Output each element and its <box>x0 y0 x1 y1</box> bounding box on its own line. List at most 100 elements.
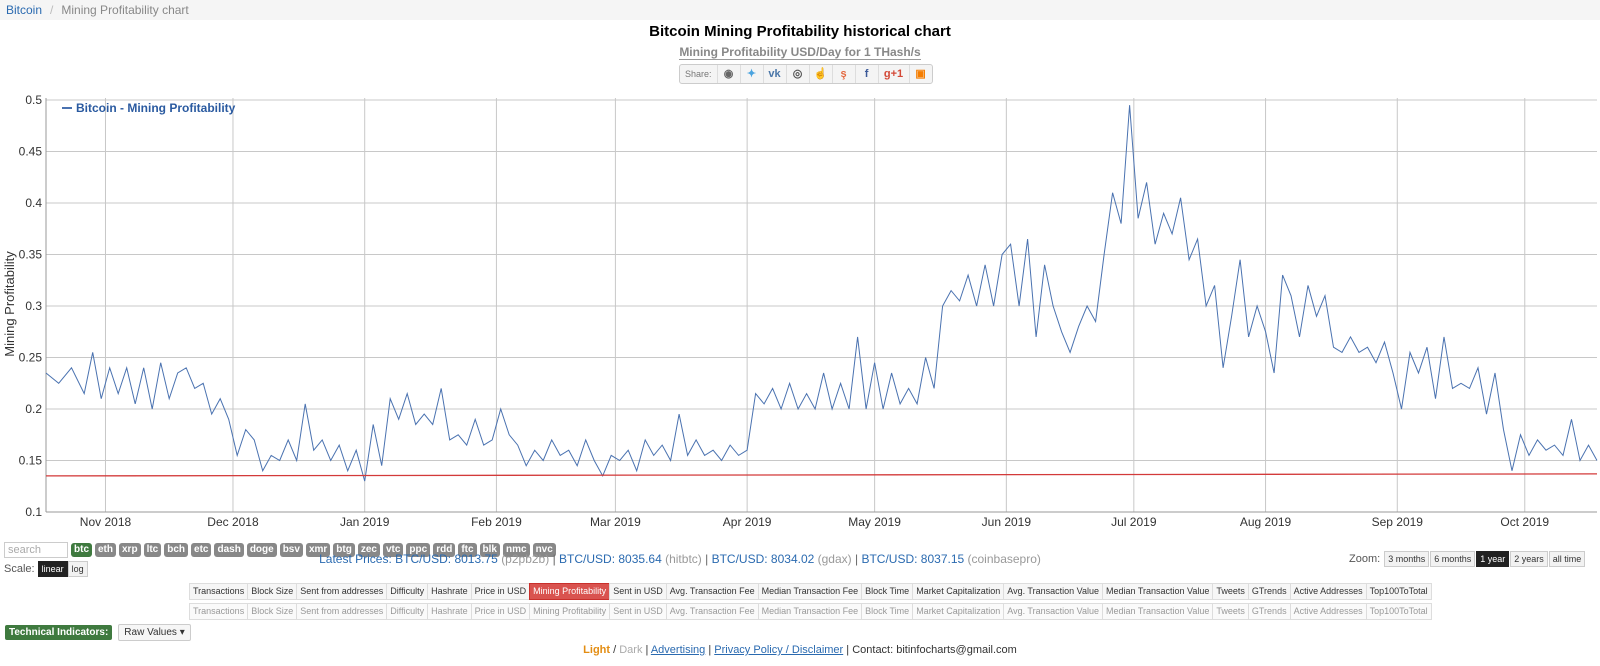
compare-metric-tab[interactable]: Avg. Transaction Fee <box>665 603 759 620</box>
coin-tag-btg[interactable]: btg <box>333 543 355 557</box>
x-tick-label: Oct 2019 <box>1500 515 1549 529</box>
zoom-control: Zoom: 3 months 6 months 1 year 2 years all t… <box>1349 551 1586 567</box>
metric-tab[interactable]: Mining Profitability <box>529 583 611 600</box>
coin-tag-eth[interactable]: eth <box>95 543 116 557</box>
metric-tab[interactable]: Sent from addresses <box>296 583 388 600</box>
metric-tab[interactable]: Sent in USD <box>609 583 667 600</box>
price-quote[interactable]: BTC/USD: 8035.64 (hitbtc) <box>559 552 702 566</box>
metric-tab[interactable]: Market Capitalization <box>912 583 1005 600</box>
breadcrumb-home-link[interactable]: Bitcoin <box>6 3 43 17</box>
compare-metric-tab[interactable]: Median Transaction Fee <box>757 603 863 620</box>
theme-light-link[interactable]: Light <box>583 644 611 656</box>
like-icon[interactable]: ☝ <box>808 65 832 83</box>
compare-metric-tab[interactable]: Transactions <box>189 603 249 620</box>
compare-metric-tab[interactable]: Mining Profitability <box>529 603 611 620</box>
profitability-chart[interactable]: 0.1 0.15 0.2 0.25 0.3 0.35 0.4 0.45 0.5 Nov 2018 D… <box>0 95 1600 542</box>
raw-values-dropdown[interactable]: Raw Values ▾ <box>118 624 191 641</box>
zoom-option[interactable]: 3 months <box>1384 551 1430 567</box>
coin-tag-doge[interactable]: doge <box>246 543 277 557</box>
zoom-option[interactable]: 6 months <box>1430 551 1476 567</box>
search-input[interactable]: search <box>4 542 68 558</box>
compare-metric-tab[interactable]: Block Size <box>247 603 298 620</box>
technical-indicators-button[interactable]: Technical Indicators: <box>5 625 113 640</box>
y-tick-label: 0.5 <box>25 95 42 107</box>
coin-tag-vtc[interactable]: vtc <box>382 543 404 557</box>
metric-tab[interactable]: Median Transaction Value <box>1101 583 1214 600</box>
reddit-icon[interactable]: ◉ <box>716 65 740 83</box>
metric-tab[interactable]: Tweets <box>1212 583 1249 600</box>
coin-tag-xmr[interactable]: xmr <box>305 543 331 557</box>
zoom-option[interactable]: 1 year <box>1476 551 1510 567</box>
metric-tab[interactable]: Avg. Transaction Value <box>1003 583 1103 600</box>
coin-tag-nmc[interactable]: nmc <box>503 543 530 557</box>
y-tick-label: 0.1 <box>25 505 42 519</box>
compare-metric-tab[interactable]: Tweets <box>1212 603 1249 620</box>
metric-tab[interactable]: Median Transaction Fee <box>757 583 863 600</box>
zoom-label: Zoom: <box>1349 553 1381 565</box>
coin-tag-zec[interactable]: zec <box>357 543 380 557</box>
coin-tag-bsv[interactable]: bsv <box>279 543 303 557</box>
metric-tab[interactable]: Difficulty <box>386 583 429 600</box>
metric-tab[interactable]: Transactions <box>189 583 249 600</box>
coin-tag-btc[interactable]: btc <box>71 543 92 557</box>
scale-label: Scale: <box>4 563 35 575</box>
contact-text: Contact: bitinfocharts@gmail.com <box>852 644 1017 656</box>
compare-metric-tab[interactable]: Top100ToTotal <box>1365 603 1432 620</box>
compare-metric-tab[interactable]: GTrends <box>1247 603 1291 620</box>
metric-tab[interactable]: GTrends <box>1247 583 1291 600</box>
compare-metric-tab[interactable]: Hashrate <box>427 603 472 620</box>
compare-metric-tab[interactable]: Price in USD <box>470 603 531 620</box>
privacy-link[interactable]: Privacy Policy / Disclaimer <box>714 644 844 656</box>
share-bar: Share: ◉ ✦ vk ◎ ☝ ş f g+1 ▣ <box>679 64 933 84</box>
price-separator: | <box>851 552 862 566</box>
coin-tag-blk[interactable]: blk <box>479 543 500 557</box>
metric-tab[interactable]: Avg. Transaction Fee <box>665 583 759 600</box>
compare-metric-tab[interactable]: Sent from addresses <box>296 603 388 620</box>
x-tick-label: Sep 2019 <box>1372 515 1424 529</box>
metric-tab[interactable]: Price in USD <box>470 583 531 600</box>
y-tick-label: 0.35 <box>19 248 43 262</box>
facebook-icon[interactable]: f <box>854 65 878 83</box>
scale-linear-button[interactable]: linear <box>37 561 68 577</box>
zoom-option[interactable]: all time <box>1548 551 1586 567</box>
coin-tag-ppc[interactable]: ppc <box>406 543 431 557</box>
stumbleupon-icon[interactable]: ş <box>831 65 855 83</box>
zoom-option[interactable]: 2 years <box>1510 551 1548 567</box>
metric-tab[interactable]: Block Time <box>861 583 914 600</box>
compare-metric-tab[interactable]: Block Time <box>861 603 914 620</box>
metric-tab[interactable]: Hashrate <box>427 583 472 600</box>
coin-tag-ltc[interactable]: ltc <box>143 543 162 557</box>
weibo-icon[interactable]: ◎ <box>785 65 809 83</box>
compare-metric-tab[interactable]: Difficulty <box>386 603 429 620</box>
coin-tag-etc[interactable]: etc <box>191 543 212 557</box>
scale-log-button[interactable]: log <box>67 561 88 577</box>
metric-tab[interactable]: Top100ToTotal <box>1365 583 1432 600</box>
coin-tag-nvc[interactable]: nvc <box>532 543 556 557</box>
price-quote[interactable]: BTC/USD: 8037.15 (coinbasepro) <box>861 552 1041 566</box>
coin-tag-ftc[interactable]: ftc <box>458 543 477 557</box>
latest-prices-label: Latest Prices: <box>319 552 396 566</box>
coin-tag-dash[interactable]: dash <box>214 543 244 557</box>
legend-label[interactable]: Bitcoin - Mining Profitability <box>76 101 236 115</box>
metric-tab[interactable]: Block Size <box>247 583 298 600</box>
price-quote[interactable]: BTC/USD: 8034.02 (gdax) <box>711 552 852 566</box>
theme-dark-link[interactable]: Dark <box>619 644 643 656</box>
vk-icon[interactable]: vk <box>762 65 786 83</box>
price-quote[interactable]: BTC/USD: 8013.75 (p2pb2b) <box>395 552 550 566</box>
price-source: (p2pb2b) <box>501 552 550 566</box>
compare-metric-tab[interactable]: Market Capitalization <box>912 603 1005 620</box>
twitter-icon[interactable]: ✦ <box>739 65 763 83</box>
raw-values-label: Raw Values <box>124 627 177 638</box>
advertising-link[interactable]: Advertising <box>650 644 706 656</box>
coin-tag-xrp[interactable]: xrp <box>119 543 141 557</box>
metric-tab[interactable]: Active Addresses <box>1289 583 1367 600</box>
coin-tag-rdd[interactable]: rdd <box>433 543 456 557</box>
breadcrumb-current: Mining Profitability chart <box>61 3 189 17</box>
compare-metric-tab[interactable]: Sent in USD <box>609 603 667 620</box>
compare-metric-tab[interactable]: Median Transaction Value <box>1101 603 1214 620</box>
coin-tag-bch[interactable]: bch <box>164 543 189 557</box>
compare-metric-tab[interactable]: Avg. Transaction Value <box>1003 603 1103 620</box>
google-plus-icon[interactable]: g+1 <box>877 65 909 83</box>
compare-metric-tab[interactable]: Active Addresses <box>1289 603 1367 620</box>
blogger-icon[interactable]: ▣ <box>908 65 932 83</box>
